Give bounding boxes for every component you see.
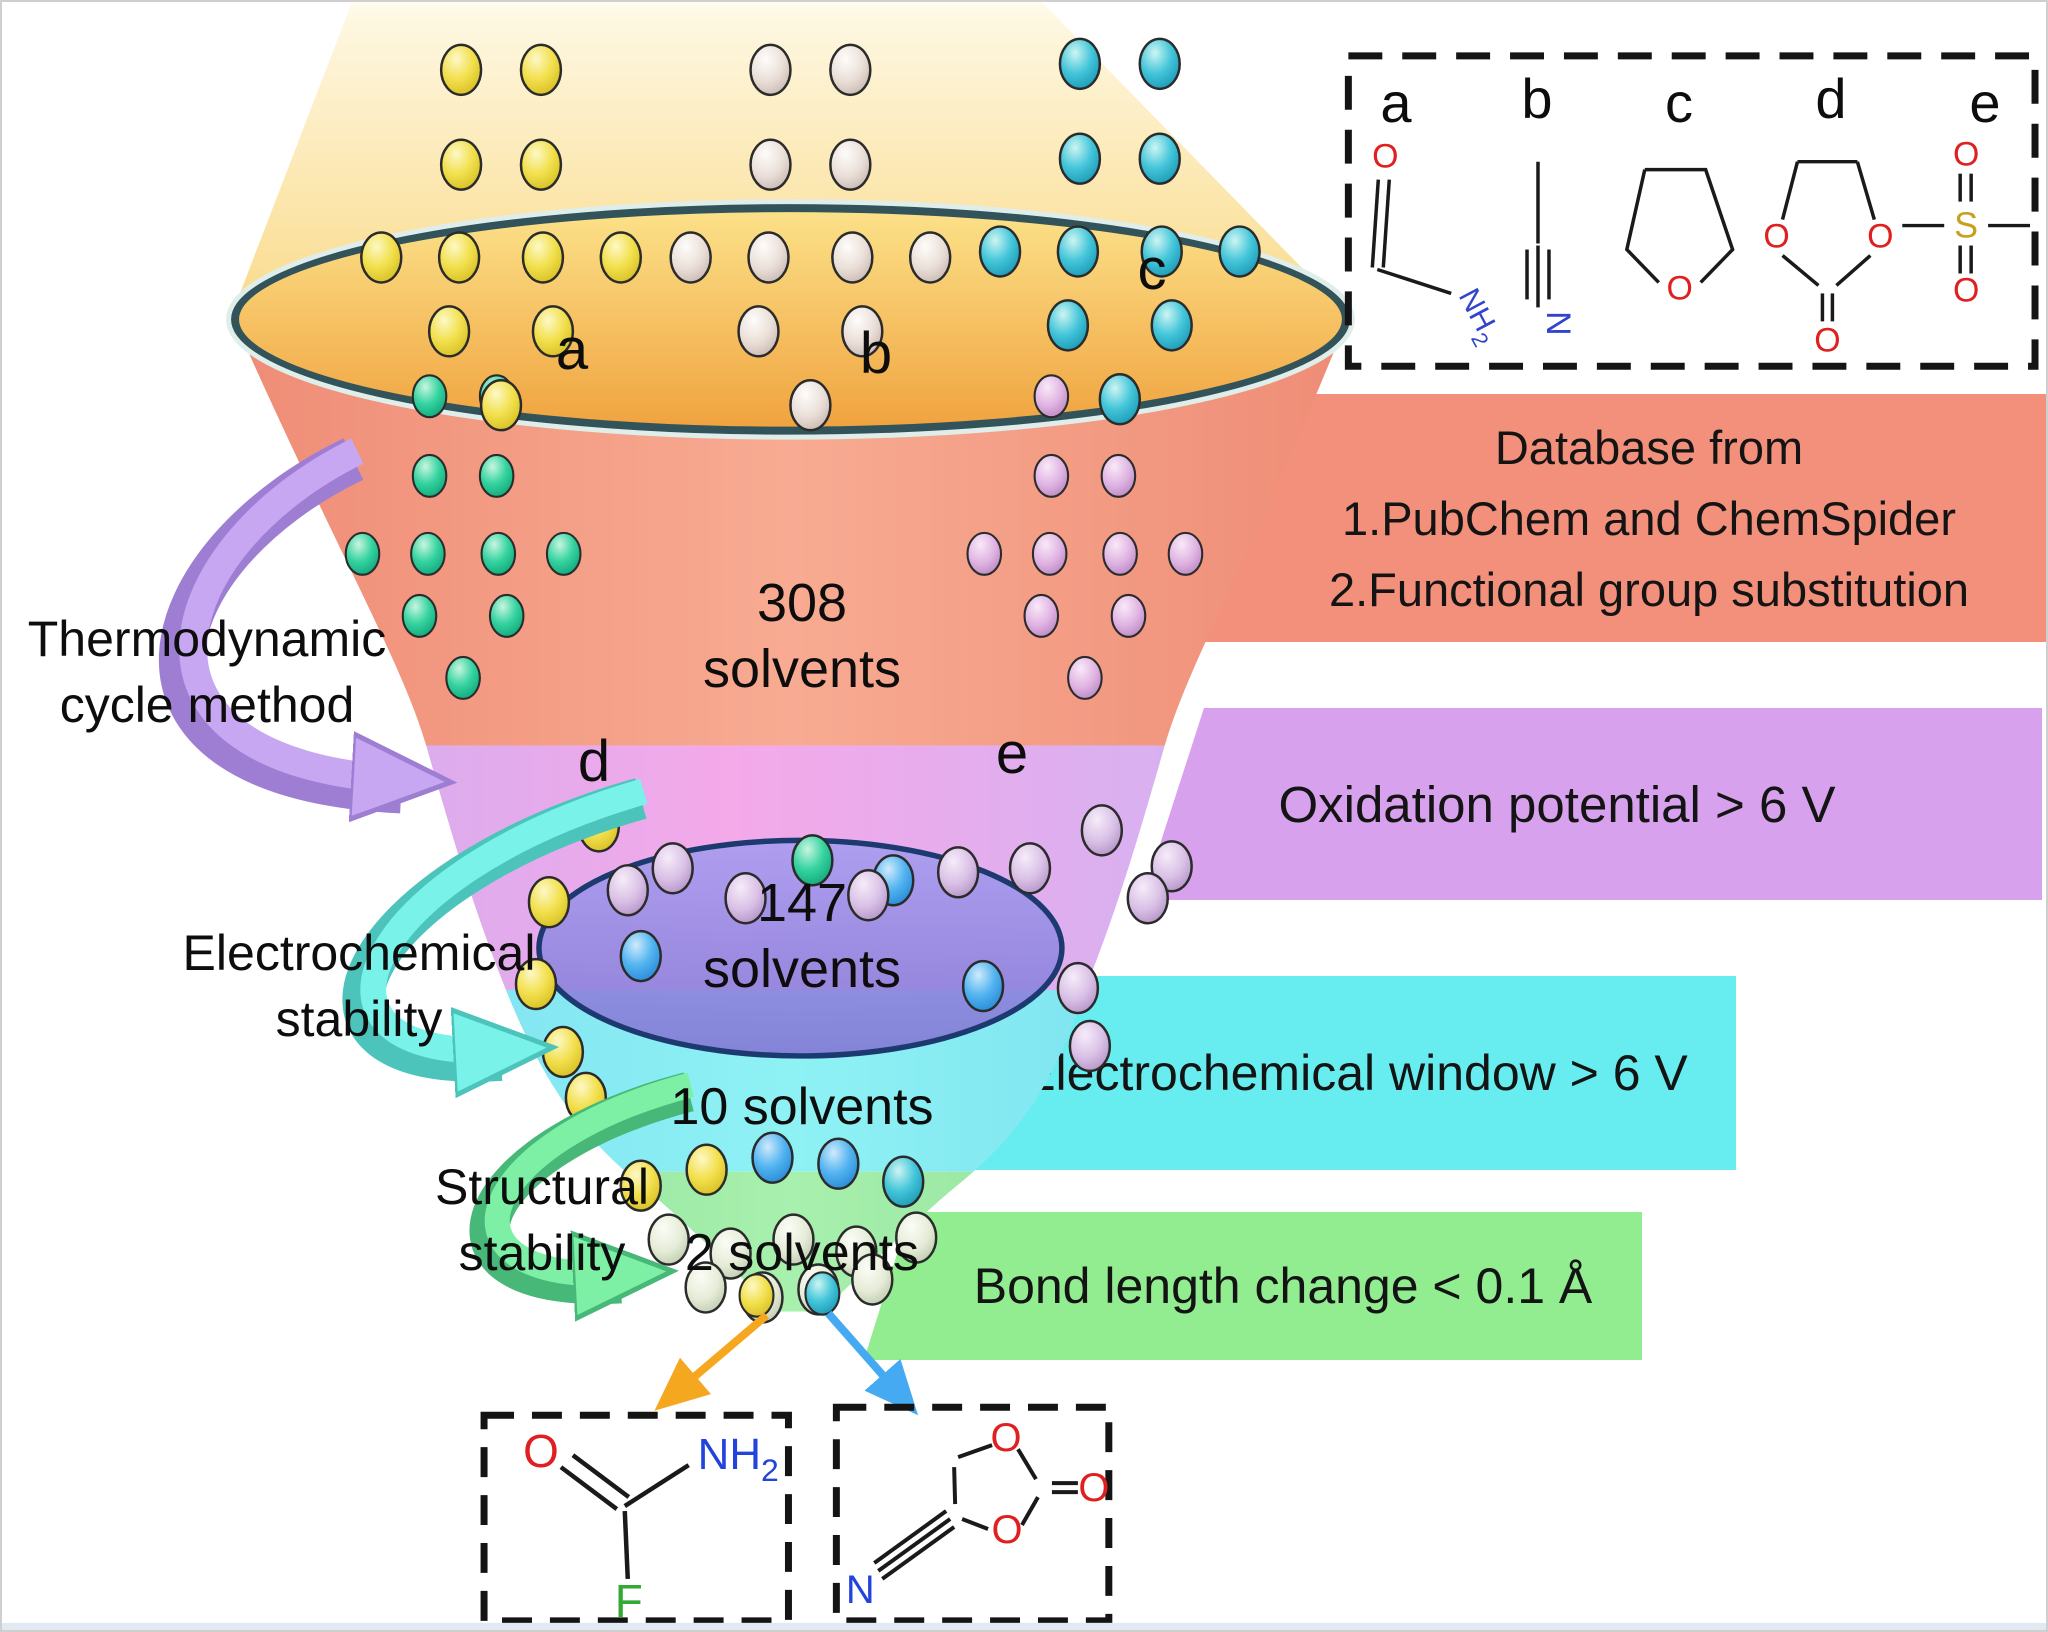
- funnel-letter-e: e: [995, 721, 1029, 786]
- arrow-to-right-molecule: [825, 1310, 919, 1416]
- atom-NH: NH: [1452, 283, 1501, 337]
- legend-molecule-e: [1902, 173, 2031, 274]
- stage-308-unit: solvents: [702, 639, 902, 699]
- bottom-edge-strip: [2, 1622, 2046, 1630]
- legend-letter-a: a: [1380, 71, 1412, 134]
- funnel-letter-a: a: [555, 317, 589, 382]
- funnel-rim-highlight: [226, 199, 1355, 440]
- electrochemical-arrow-light: [360, 778, 648, 1050]
- method-structural-line2: stability: [458, 1225, 626, 1281]
- bond-length-text: Bond length change < 0.1 Å: [973, 1258, 1593, 1314]
- atom-O: O: [1372, 138, 1398, 176]
- atom-O: O: [1667, 269, 1693, 307]
- stage-10: 10 solvents: [670, 1078, 934, 1136]
- result-molecule-left: [559, 1453, 690, 1580]
- atom-NH: NH: [698, 1430, 761, 1479]
- amine-group-label: NH2: [1446, 283, 1507, 351]
- atom-N: N: [1539, 311, 1577, 336]
- funnel-letter-b: b: [859, 321, 893, 386]
- atom-F: F: [615, 1575, 643, 1627]
- electrochemical-window-banner: Electrochemical window > 6 V: [974, 976, 1736, 1170]
- legend-molecule-a: [1370, 179, 1452, 296]
- bond-length-banner: Bond length change < 0.1 Å: [864, 1212, 1642, 1360]
- arrow-to-left-molecule: [654, 1312, 770, 1411]
- atom-O: O: [523, 1425, 559, 1477]
- method-arrows: [158, 438, 694, 1284]
- method-structural: Structural stability: [422, 1154, 662, 1286]
- funnel-letter-c: c: [1137, 237, 1167, 302]
- legend-letter-c: c: [1665, 71, 1693, 134]
- thermodynamic-arrow-light: [179, 438, 401, 779]
- right-result-box: [832, 1403, 1113, 1625]
- method-thermodynamic-line2: cycle method: [59, 677, 355, 733]
- atom-O: O: [991, 1416, 1022, 1460]
- atom-sub2: 2: [761, 1452, 779, 1488]
- atom-O: O: [1867, 218, 1893, 256]
- atom-O: O: [1953, 136, 1979, 174]
- legend-molecule-b: [1525, 161, 1551, 308]
- legend-letter-b: b: [1521, 67, 1553, 130]
- stage-2: 2 solvents: [684, 1224, 920, 1282]
- atom-O: O: [1763, 218, 1789, 256]
- stage-147-count: 147: [756, 873, 848, 933]
- stage-147: 147 solvents: [702, 870, 902, 1002]
- stage-308-count: 308: [756, 573, 848, 633]
- method-electrochemical: Electrochemical stability: [164, 920, 554, 1052]
- stage-308: 308 solvents: [692, 570, 912, 702]
- amine-group-label: NH2: [698, 1430, 779, 1488]
- legend-letter-d: d: [1815, 67, 1847, 130]
- atom-O: O: [992, 1508, 1023, 1552]
- oxidation-banner-text: Oxidation potential > 6 V: [1278, 775, 1836, 833]
- stage-147-unit: solvents: [702, 939, 902, 999]
- atom-O: O: [1953, 271, 1979, 309]
- funnel-letter-d: d: [577, 729, 611, 794]
- electrochemical-window-text: Electrochemical window > 6 V: [1022, 1045, 1688, 1101]
- left-result-box: [480, 1411, 792, 1625]
- method-electrochemical-line1: Electrochemical: [182, 925, 536, 981]
- legend-molecule-c: [1624, 167, 1735, 284]
- atom-N: N: [846, 1568, 875, 1612]
- legend-box: [1344, 52, 2039, 370]
- atom-S: S: [1954, 205, 1978, 246]
- atom-O: O: [1814, 321, 1840, 359]
- legend-letter-e: e: [1969, 71, 2001, 134]
- database-banner: Database from 1.PubChem and ChemSpider 2…: [1202, 394, 2046, 642]
- oxidation-banner: Oxidation potential > 6 V: [1142, 708, 2042, 900]
- method-thermodynamic-line1: Thermodynamic: [27, 611, 387, 667]
- legend-molecule-d: [1780, 159, 1877, 322]
- structural-arrow-light: [484, 1072, 694, 1274]
- method-structural-line1: Structural: [435, 1159, 649, 1215]
- database-banner-line3: 2.Functional group substitution: [1328, 562, 1970, 616]
- result-molecule-right: [873, 1443, 1078, 1581]
- method-thermodynamic: Thermodynamic cycle method: [12, 606, 402, 738]
- method-electrochemical-line2: stability: [275, 991, 443, 1047]
- database-banner-line2: 1.PubChem and ChemSpider: [1342, 491, 1956, 545]
- atom-O: O: [1078, 1466, 1109, 1510]
- database-banner-line1: Database from: [1494, 420, 1804, 474]
